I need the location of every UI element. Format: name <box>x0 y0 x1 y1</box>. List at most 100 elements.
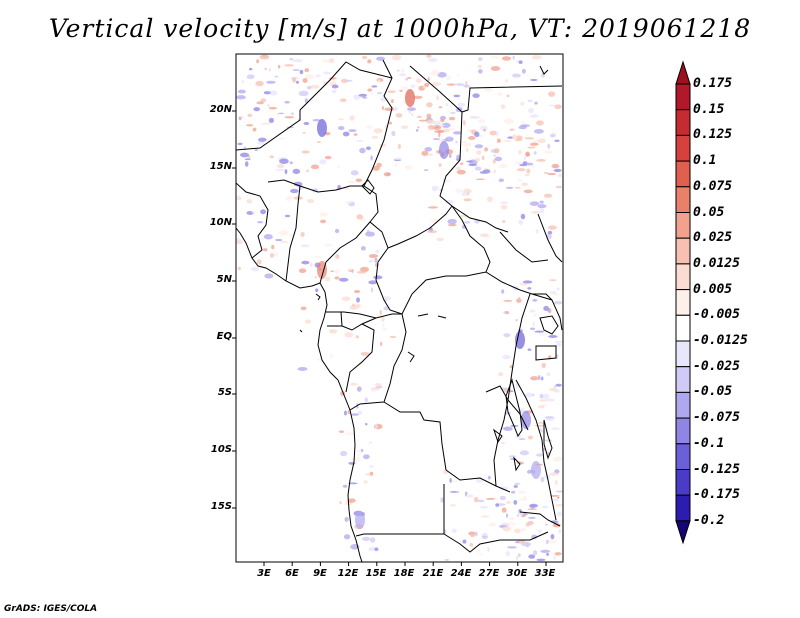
colorbar-label: -0.025 <box>693 358 740 374</box>
velocity-patch <box>479 233 490 238</box>
velocity-patch <box>556 511 562 517</box>
velocity-patch <box>555 479 558 486</box>
velocity-patch <box>554 340 563 344</box>
velocity-patch <box>356 453 361 456</box>
velocity-patch <box>334 269 341 274</box>
velocity-patch <box>496 138 501 143</box>
velocity-patch <box>277 64 281 69</box>
velocity-patch <box>276 112 279 118</box>
colorbar-swatch <box>675 366 691 393</box>
velocity-patch <box>357 410 363 415</box>
velocity-patch <box>547 309 550 312</box>
velocity-patch <box>415 128 419 132</box>
velocity-patch <box>546 372 551 377</box>
lon-label: 6E <box>285 568 299 579</box>
velocity-patch <box>268 117 275 124</box>
velocity-patch <box>302 78 308 83</box>
velocity-patch <box>545 439 553 442</box>
velocity-patch <box>503 333 511 338</box>
velocity-patch <box>457 73 460 78</box>
velocity-patch <box>523 155 527 161</box>
lon-ticks <box>263 562 547 566</box>
velocity-patch <box>263 248 268 252</box>
velocity-patch <box>499 495 506 501</box>
velocity-patch <box>456 158 460 161</box>
velocity-patch <box>339 501 342 505</box>
colorbar-label: -0.2 <box>693 512 725 528</box>
colorbar-label: 0.125 <box>693 127 733 143</box>
velocity-patch <box>290 112 294 115</box>
velocity-patch <box>388 121 392 125</box>
velocity-patch <box>256 259 262 265</box>
velocity-patch <box>548 225 557 230</box>
velocity-patch <box>237 142 243 146</box>
border <box>485 385 509 401</box>
velocity-patch <box>423 169 429 171</box>
velocity-patch <box>558 529 562 534</box>
velocity-patch <box>426 113 432 119</box>
velocity-patch <box>252 127 257 132</box>
velocity-patch <box>511 134 518 140</box>
velocity-patch <box>516 555 519 561</box>
velocity-patch <box>509 128 515 131</box>
velocity-field <box>236 54 563 562</box>
velocity-patch <box>531 55 542 60</box>
velocity-patch <box>254 148 259 152</box>
colorbar-swatch <box>675 160 691 188</box>
border <box>499 231 549 263</box>
velocity-patch <box>477 499 485 503</box>
velocity-patch <box>263 234 273 240</box>
velocity-patch <box>501 289 505 294</box>
velocity-patch <box>365 146 371 151</box>
velocity-patch <box>382 296 392 301</box>
border <box>443 531 549 553</box>
velocity-patch <box>360 448 364 453</box>
velocity-patch <box>434 121 442 126</box>
velocity-patch <box>550 533 555 540</box>
colorbar-swatch <box>675 417 691 445</box>
velocity-patch <box>505 513 508 518</box>
colorbar-swatch <box>675 237 691 265</box>
colorbar-swatch <box>675 134 691 162</box>
velocity-patch <box>251 266 260 272</box>
velocity-patch <box>309 262 313 267</box>
velocity-patch <box>445 103 449 106</box>
border <box>341 317 377 331</box>
velocity-patch <box>303 121 310 126</box>
velocity-patch <box>268 90 278 96</box>
lon-label: 18E <box>393 568 415 579</box>
velocity-patch <box>438 163 442 168</box>
velocity-patch <box>255 80 264 87</box>
velocity-patch <box>269 253 275 258</box>
velocity-patch <box>444 558 450 561</box>
velocity-patch <box>486 235 492 238</box>
colorbar-label: 0.1 <box>693 153 717 169</box>
velocity-patch <box>377 79 381 84</box>
lat-label: 5S <box>217 387 232 398</box>
velocity-patch <box>375 383 382 387</box>
velocity-patch <box>515 135 523 140</box>
velocity-patch <box>426 102 433 108</box>
border <box>326 271 553 319</box>
velocity-patch <box>481 155 485 161</box>
lon-label: 24E <box>450 568 472 579</box>
velocity-cell <box>521 411 531 429</box>
velocity-patch <box>330 270 334 273</box>
velocity-patch <box>550 494 560 497</box>
velocity-patch <box>506 94 510 98</box>
velocity-patch <box>531 210 541 214</box>
velocity-patch <box>466 160 473 163</box>
velocity-patch <box>301 260 310 265</box>
velocity-patch <box>499 486 509 491</box>
velocity-patch <box>529 327 536 331</box>
border <box>236 182 269 259</box>
velocity-patch <box>361 55 368 60</box>
velocity-patch <box>461 140 468 143</box>
velocity-patch <box>306 199 315 204</box>
coastline <box>236 227 363 562</box>
velocity-patch <box>529 114 539 118</box>
lon-label: 33E <box>534 568 556 579</box>
velocity-patch <box>516 168 526 172</box>
lon-label: 15E <box>365 568 387 579</box>
velocity-patch <box>440 497 444 503</box>
